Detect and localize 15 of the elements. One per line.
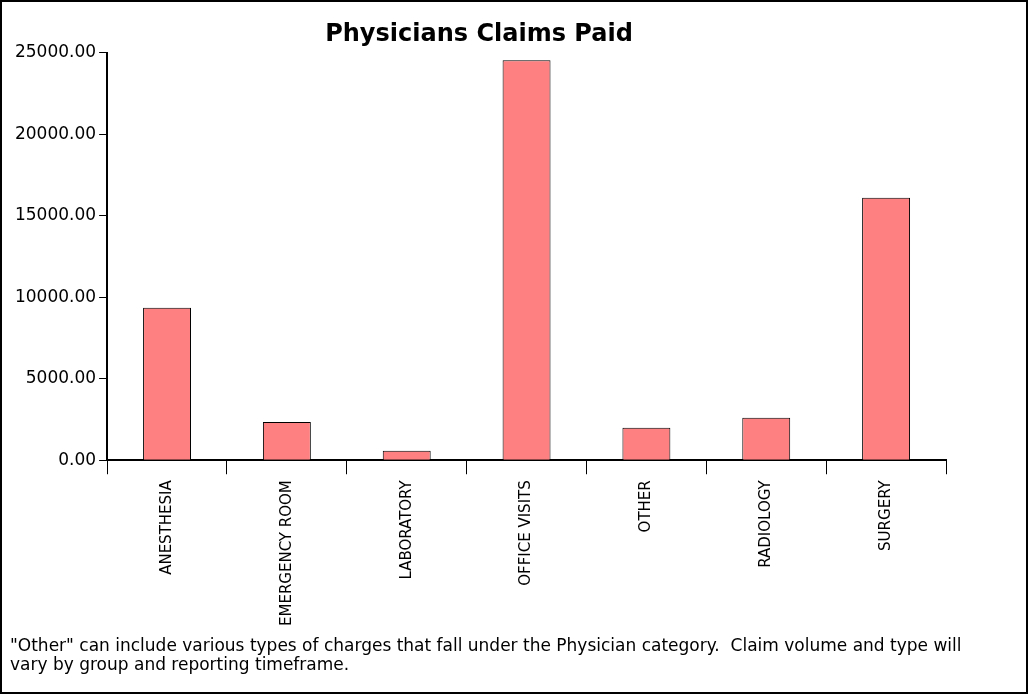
chart-title: Physicians Claims Paid [325, 18, 633, 47]
x-tick-label: ANESTHESIA [156, 479, 175, 575]
y-tick-label: 20000.00 [14, 122, 97, 143]
y-tick-label: 5000.00 [25, 367, 97, 388]
x-tick-label: OFFICE VISITS [516, 480, 535, 586]
x-tick-label: SURGERY [875, 479, 894, 551]
x-tick-label: LABORATORY [396, 479, 415, 580]
y-tick-label: 25000.00 [14, 41, 97, 62]
y-tick-label: 10000.00 [14, 285, 97, 306]
text: "Other" can include various types of charges that fall under the Physician category. Claim volume and type will vary by group and reporting timeframe. [10, 635, 963, 674]
y-tick-label: 15000.00 [14, 204, 97, 225]
x-tick-label: RADIOLOGY [756, 479, 775, 568]
x-tick-label: OTHER [636, 480, 655, 533]
x-tick-label: EMERGENCY ROOM [276, 480, 295, 627]
y-tick-label: 0.00 [58, 448, 97, 469]
